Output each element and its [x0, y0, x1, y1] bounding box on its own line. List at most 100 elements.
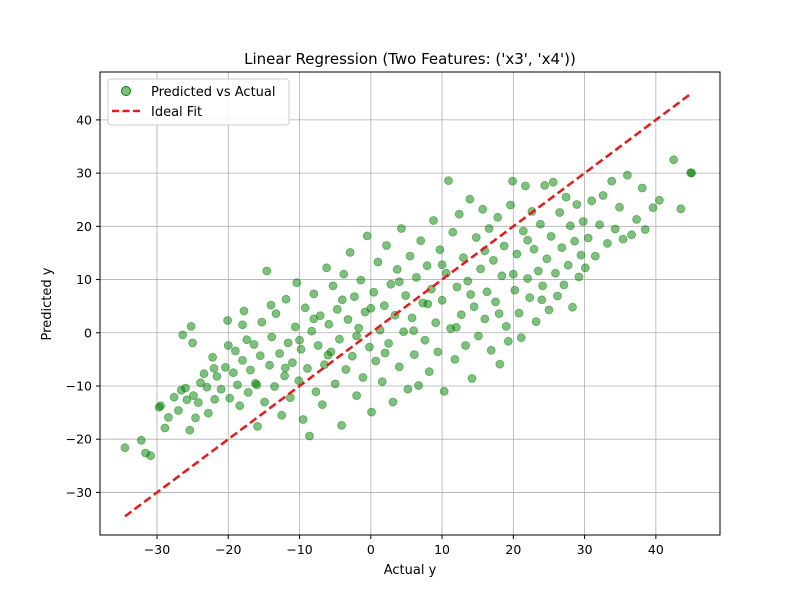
x-axis-label: Actual y	[384, 563, 437, 578]
data-point	[452, 282, 462, 292]
data-point	[238, 355, 247, 365]
data-point	[540, 180, 550, 190]
data-point	[212, 371, 222, 381]
legend-box	[107, 78, 290, 126]
data-point	[169, 392, 179, 402]
data-point	[225, 393, 235, 403]
data-point	[230, 346, 240, 356]
data-point	[352, 331, 362, 341]
y-axis-ticks: −30 −20 −10 0 10 20 30 40	[66, 112, 100, 500]
data-point	[423, 299, 433, 309]
data-point	[339, 269, 349, 279]
data-point	[322, 263, 332, 273]
data-point	[388, 397, 398, 407]
data-point	[429, 216, 438, 225]
data-point	[382, 241, 391, 250]
data-point	[252, 380, 262, 390]
data-point	[471, 233, 481, 242]
x-tick-label: −30	[144, 542, 170, 557]
data-point	[416, 236, 426, 246]
data-point	[493, 212, 503, 222]
data-point	[280, 363, 290, 373]
data-point	[182, 395, 192, 405]
data-point	[627, 230, 636, 240]
y-tick-label: 10	[76, 272, 92, 287]
data-point	[298, 415, 308, 424]
data-point	[266, 300, 276, 310]
data-point	[466, 290, 476, 299]
data-point	[405, 251, 415, 261]
data-point	[373, 257, 383, 267]
data-point	[544, 305, 554, 315]
data-point	[300, 303, 310, 313]
data-point	[568, 302, 577, 312]
data-point	[295, 335, 304, 345]
data-point	[334, 334, 344, 344]
data-point	[257, 317, 267, 327]
y-tick-label: −10	[66, 378, 92, 393]
data-point	[623, 170, 632, 180]
data-point	[508, 269, 518, 279]
data-point	[640, 225, 650, 234]
data-point	[347, 351, 357, 361]
x-tick-label: 40	[648, 542, 664, 557]
data-point	[553, 291, 562, 301]
data-point	[607, 176, 617, 186]
chart-title: Linear Regression (Two Features: ('x3', …	[244, 50, 576, 68]
data-point	[208, 352, 218, 362]
data-point	[287, 358, 297, 368]
y-tick-label: 30	[76, 166, 92, 181]
data-point	[574, 272, 584, 282]
data-point	[307, 326, 317, 336]
x-tick-label: −10	[286, 542, 312, 557]
data-point	[580, 263, 590, 273]
data-point	[561, 192, 571, 202]
data-point	[380, 348, 390, 358]
data-point	[216, 384, 226, 394]
x-axis-ticks: −30 −20 −10 0 10 20 30 40	[144, 535, 664, 557]
data-point	[478, 204, 488, 214]
data-point	[239, 306, 249, 316]
data-point	[285, 393, 295, 403]
data-point	[523, 235, 532, 245]
data-point	[456, 310, 466, 320]
data-point	[305, 431, 314, 441]
data-point	[435, 245, 445, 255]
scatter-points	[120, 155, 696, 461]
data-point	[202, 382, 212, 392]
data-point	[337, 420, 347, 430]
data-point	[576, 250, 586, 260]
data-point	[557, 243, 567, 253]
data-point	[292, 278, 302, 288]
data-point	[463, 276, 473, 286]
data-point	[191, 413, 200, 423]
data-point	[345, 247, 355, 257]
data-point	[377, 377, 387, 387]
data-point	[548, 177, 558, 187]
data-point	[518, 226, 528, 236]
data-point	[450, 354, 460, 364]
data-point	[262, 266, 272, 276]
data-point	[403, 384, 413, 394]
data-point	[203, 408, 213, 418]
data-point	[280, 371, 290, 381]
data-point	[296, 344, 306, 354]
data-point	[603, 238, 612, 248]
data-point	[632, 214, 641, 224]
data-point	[499, 241, 509, 251]
data-point	[473, 331, 483, 341]
data-point	[396, 224, 406, 233]
data-point	[494, 309, 504, 319]
data-point	[669, 155, 679, 165]
data-point	[275, 349, 285, 358]
data-point	[394, 277, 404, 287]
data-point	[409, 350, 419, 360]
data-point	[228, 368, 238, 378]
data-point	[323, 350, 333, 360]
data-point	[484, 224, 494, 233]
data-point	[537, 295, 547, 305]
data-point	[294, 376, 304, 386]
data-point	[437, 295, 447, 305]
data-point	[136, 435, 146, 445]
